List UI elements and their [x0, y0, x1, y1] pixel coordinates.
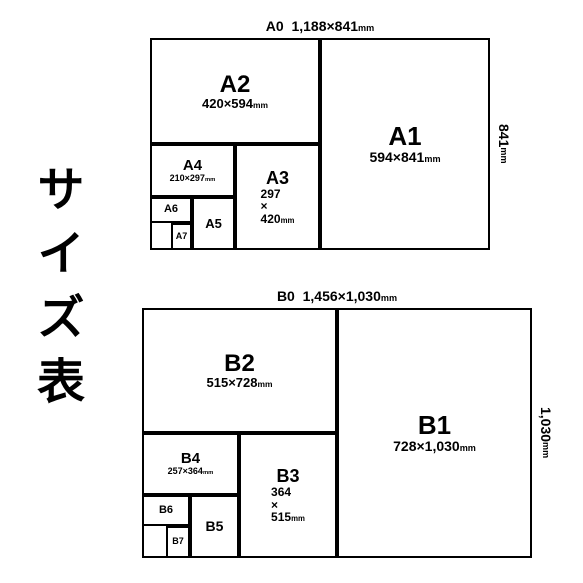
- cell-b6: B6: [142, 495, 190, 526]
- cell-b7: B7: [166, 526, 190, 558]
- cell-b2: B2515×728mm: [142, 308, 337, 433]
- cell-b4: B4257×364mm: [142, 433, 239, 495]
- b0-unit: mm: [381, 293, 397, 303]
- a0-label: A0: [266, 18, 284, 34]
- cell-b1-dims: 728×1,030mm: [393, 439, 476, 454]
- series-b: B0 1,456×1,030mm 1,030mm B1728×1,030mmB2…: [142, 308, 532, 558]
- cell-a2-dims: 420×594mm: [202, 97, 268, 111]
- b0-label: B0: [277, 288, 295, 304]
- cell-b5-name: B5: [206, 519, 224, 534]
- cell-a3-dims: 297×420mm: [261, 188, 295, 226]
- diagram-stage: A0 1,188×841mm 841mm A1594×841mmA2420×59…: [120, 0, 565, 583]
- cell-a1: A1594×841mm: [320, 38, 490, 250]
- b-height: 1,030: [538, 407, 554, 442]
- series-b-right-label: 1,030mm: [538, 308, 554, 558]
- cell-a3: A3297×420mm: [235, 144, 320, 250]
- series-a-right-label: 841mm: [496, 38, 512, 250]
- cell-b1-name: B1: [418, 412, 451, 439]
- cell-b1: B1728×1,030mm: [337, 308, 532, 558]
- a-height: 841: [496, 124, 512, 147]
- cell-b3-name: B3: [276, 467, 299, 486]
- cell-a5: A5: [192, 197, 235, 250]
- cell-b5: B5: [190, 495, 239, 558]
- a-height-unit: mm: [499, 148, 509, 164]
- cell-a6: A6: [150, 197, 192, 223]
- cell-b2-name: B2: [224, 351, 255, 376]
- a0-dims: 1,188×841: [291, 18, 358, 34]
- page-title: サイズ表: [20, 164, 90, 420]
- cell-a3-name: A3: [266, 169, 289, 188]
- cell-b4-name: B4: [181, 451, 200, 467]
- b0-dims: 1,456×1,030: [303, 288, 381, 304]
- cell-a2-name: A2: [220, 72, 251, 97]
- cell-a5-name: A5: [205, 217, 222, 231]
- cell-b3: B3364×515mm: [239, 433, 337, 558]
- a0-unit: mm: [358, 23, 374, 33]
- cell-a4-name: A4: [183, 158, 202, 174]
- cell-a6-name: A6: [164, 204, 178, 216]
- series-a-top-label: A0 1,188×841mm: [150, 18, 490, 34]
- series-b-top-label: B0 1,456×1,030mm: [142, 288, 532, 304]
- b-height-unit: mm: [541, 442, 551, 458]
- cell-a2: A2420×594mm: [150, 38, 320, 144]
- cell-b2-dims: 515×728mm: [207, 376, 273, 390]
- cell-a4: A4210×297mm: [150, 144, 235, 197]
- series-a: A0 1,188×841mm 841mm A1594×841mmA2420×59…: [150, 38, 490, 250]
- cell-a1-name: A1: [388, 123, 421, 150]
- cell-b4-dims: 257×364mm: [168, 467, 214, 476]
- cell-a4-dims: 210×297mm: [170, 174, 216, 183]
- cell-a1-dims: 594×841mm: [369, 150, 440, 165]
- cell-b7-name: B7: [172, 537, 184, 546]
- cell-a7-name: A7: [176, 232, 188, 241]
- cell-a7: A7: [171, 223, 192, 250]
- cell-b6-name: B6: [159, 505, 173, 517]
- cell-b3-dims: 364×515mm: [271, 486, 305, 524]
